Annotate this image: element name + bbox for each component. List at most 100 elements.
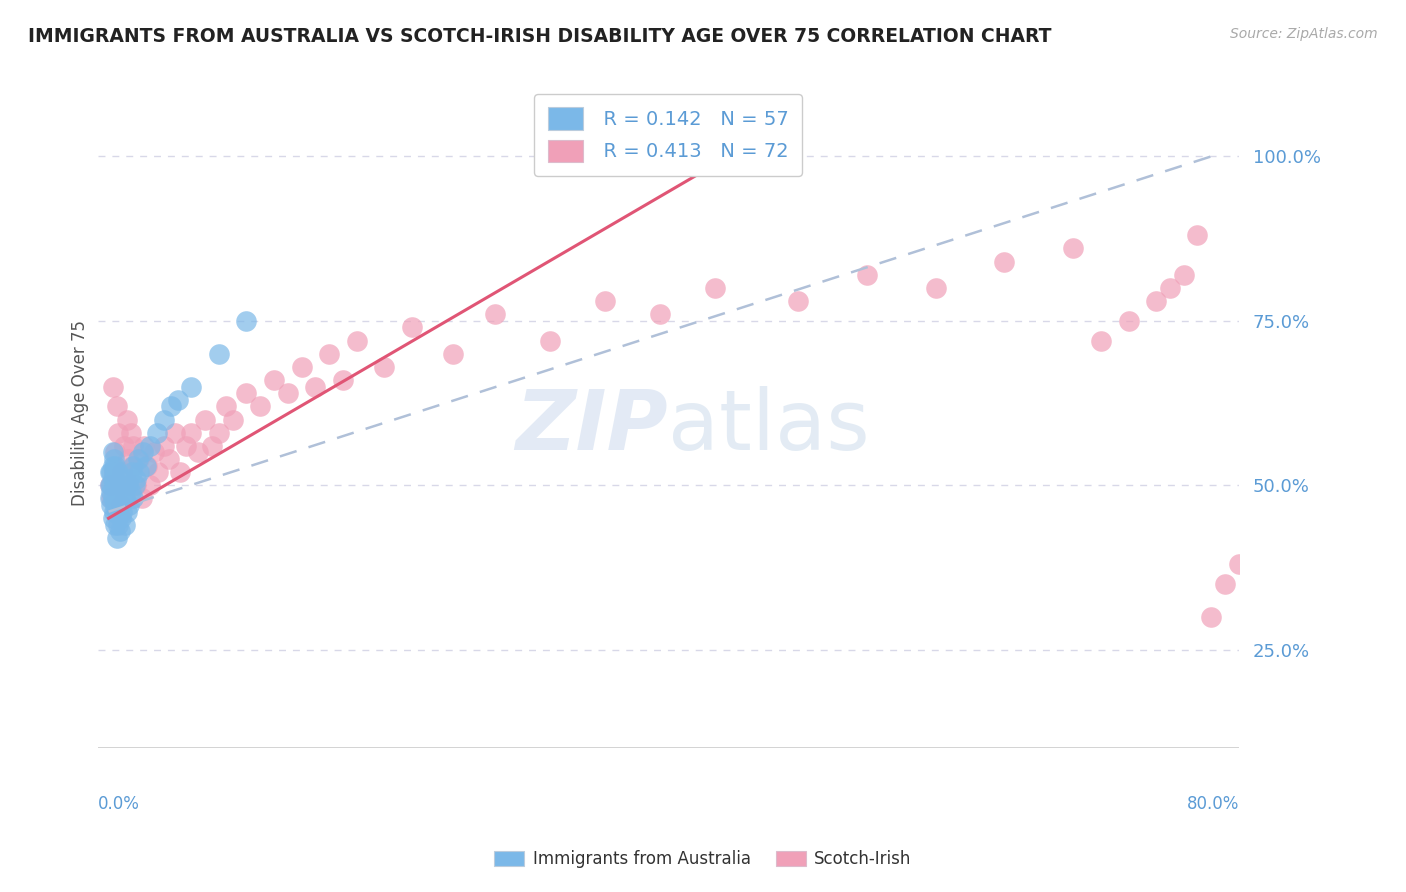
- Point: [1256, 182, 1278, 196]
- Point: [104, 445, 127, 459]
- Point: [103, 452, 125, 467]
- Point: [117, 452, 139, 467]
- Point: [107, 425, 129, 440]
- Point: [114, 517, 136, 532]
- Point: [107, 491, 129, 506]
- Point: [100, 484, 122, 499]
- Text: atlas: atlas: [668, 386, 870, 467]
- Point: [201, 439, 224, 453]
- Point: [373, 359, 395, 374]
- Point: [304, 379, 326, 393]
- Point: [121, 458, 143, 473]
- Point: [127, 452, 149, 467]
- Point: [235, 386, 257, 401]
- Point: [180, 425, 202, 440]
- Point: [122, 458, 145, 473]
- Point: [401, 320, 423, 334]
- Point: [111, 478, 134, 492]
- Point: [187, 445, 209, 459]
- Point: [118, 478, 141, 492]
- Point: [101, 379, 124, 393]
- Point: [441, 347, 464, 361]
- Point: [124, 478, 146, 492]
- Legend: Immigrants from Australia, Scotch-Irish: Immigrants from Australia, Scotch-Irish: [488, 844, 918, 875]
- Point: [101, 472, 124, 486]
- Point: [105, 505, 128, 519]
- Point: [115, 505, 138, 519]
- Point: [105, 400, 128, 414]
- Point: [110, 511, 132, 525]
- Y-axis label: Disability Age Over 75: Disability Age Over 75: [72, 320, 89, 506]
- Point: [169, 465, 191, 479]
- Point: [855, 268, 877, 282]
- Point: [1118, 314, 1140, 328]
- Point: [194, 412, 217, 426]
- Point: [1090, 334, 1112, 348]
- Point: [105, 531, 128, 545]
- Point: [118, 498, 141, 512]
- Point: [108, 524, 131, 539]
- Point: [104, 517, 127, 532]
- Point: [107, 517, 129, 532]
- Point: [108, 478, 131, 492]
- Point: [235, 314, 257, 328]
- Point: [157, 452, 180, 467]
- Point: [332, 373, 354, 387]
- Point: [107, 465, 129, 479]
- Point: [105, 484, 128, 499]
- Point: [993, 254, 1015, 268]
- Point: [538, 334, 561, 348]
- Point: [101, 511, 124, 525]
- Point: [103, 478, 125, 492]
- Point: [112, 491, 135, 506]
- Point: [114, 491, 136, 506]
- Point: [100, 478, 122, 492]
- Point: [98, 478, 121, 492]
- Point: [121, 465, 143, 479]
- Point: [1241, 544, 1264, 558]
- Point: [120, 425, 142, 440]
- Point: [318, 347, 340, 361]
- Point: [132, 445, 155, 459]
- Text: ZIP: ZIP: [516, 386, 668, 467]
- Point: [101, 445, 124, 459]
- Point: [128, 465, 150, 479]
- Point: [1187, 228, 1209, 243]
- Point: [263, 373, 285, 387]
- Point: [120, 484, 142, 499]
- Point: [1144, 294, 1167, 309]
- Point: [122, 439, 145, 453]
- Point: [1199, 610, 1222, 624]
- Point: [115, 412, 138, 426]
- Point: [108, 498, 131, 512]
- Point: [166, 392, 188, 407]
- Point: [277, 386, 299, 401]
- Point: [346, 334, 368, 348]
- Point: [152, 439, 174, 453]
- Text: Source: ZipAtlas.com: Source: ZipAtlas.com: [1230, 27, 1378, 41]
- Point: [143, 445, 166, 459]
- Point: [125, 472, 148, 486]
- Point: [101, 458, 124, 473]
- Point: [118, 472, 141, 486]
- Point: [103, 505, 125, 519]
- Point: [135, 458, 157, 473]
- Point: [249, 400, 271, 414]
- Point: [125, 478, 148, 492]
- Point: [924, 281, 946, 295]
- Point: [131, 491, 153, 506]
- Point: [104, 478, 127, 492]
- Point: [1227, 558, 1250, 572]
- Point: [159, 400, 181, 414]
- Point: [100, 465, 122, 479]
- Point: [208, 425, 231, 440]
- Point: [704, 281, 727, 295]
- Point: [1213, 577, 1236, 591]
- Point: [101, 491, 124, 506]
- Text: 0.0%: 0.0%: [97, 796, 139, 814]
- Point: [146, 425, 169, 440]
- Point: [98, 491, 121, 506]
- Point: [484, 307, 506, 321]
- Point: [100, 498, 122, 512]
- Legend:   R = 0.142   N = 57,   R = 0.413   N = 72: R = 0.142 N = 57, R = 0.413 N = 72: [534, 94, 801, 176]
